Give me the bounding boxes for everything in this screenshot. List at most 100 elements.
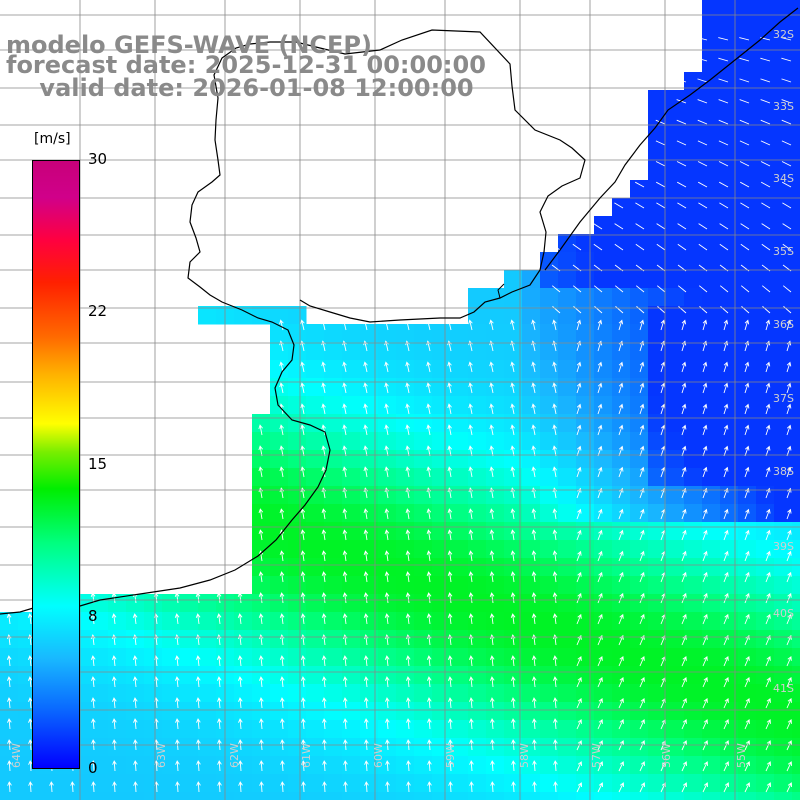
wind-arrow: [342, 445, 348, 457]
wind-speed-cell: [450, 576, 469, 595]
wind-speed-cell: [522, 774, 541, 793]
wind-speed-cell: [252, 540, 271, 559]
wind-arrow: [174, 676, 180, 688]
wind-speed-cell: [468, 432, 487, 451]
wind-speed-cell: [486, 666, 505, 685]
wind-speed-cell: [792, 450, 800, 469]
wind-speed-cell: [288, 684, 307, 703]
wind-speed-cell: [486, 702, 505, 721]
wind-speed-cell: [630, 540, 649, 559]
wind-speed-cell: [738, 288, 757, 307]
wind-speed-cell: [774, 432, 793, 451]
wind-arrow: [426, 466, 432, 478]
wind-arrow: [639, 613, 645, 625]
wind-arrow: [618, 719, 624, 730]
wind-speed-cell: [594, 612, 613, 631]
wind-speed-cell: [450, 594, 469, 613]
wind-arrow: [279, 319, 284, 331]
wind-arrow: [597, 445, 603, 457]
wind-speed-cell: [396, 684, 415, 703]
wind-speed-cell: [468, 576, 487, 595]
wind-speed-cell: [630, 756, 649, 775]
wind-arrow: [301, 760, 306, 772]
wind-arrow: [405, 403, 410, 415]
wind-speed-cell: [432, 342, 451, 361]
wind-speed-cell: [108, 720, 127, 739]
wind-arrow: [489, 424, 494, 436]
wind-arrow: [238, 781, 243, 793]
wind-arrow: [468, 361, 473, 373]
wind-arrow: [552, 382, 557, 394]
wind-arrow: [765, 740, 771, 751]
wind-speed-cell: [54, 792, 73, 800]
wind-arrow: [300, 424, 305, 436]
wind-speed-cell: [720, 216, 739, 235]
wind-arrow: [786, 719, 792, 730]
wind-speed-cell: [468, 558, 487, 577]
wind-speed-cell: [126, 684, 145, 703]
wind-speed-cell: [576, 486, 595, 505]
wind-speed-cell: [666, 720, 685, 739]
wind-speed-cell: [198, 684, 217, 703]
wind-speed-cell: [756, 90, 775, 109]
wind-speed-cell: [720, 342, 739, 361]
wind-speed-cell: [558, 288, 577, 307]
wind-speed-cell: [360, 342, 379, 361]
wind-arrow: [618, 319, 624, 331]
wind-arrow: [279, 676, 285, 688]
wind-speed-cell: [612, 432, 631, 451]
wind-arrow: [681, 719, 687, 730]
wind-arrow: [175, 718, 180, 730]
wind-speed-cell: [756, 486, 775, 505]
wind-speed-cell: [792, 756, 800, 775]
wind-arrow: [91, 781, 96, 793]
wind-speed-cell: [396, 378, 415, 397]
wind-speed-cell: [180, 702, 199, 721]
wind-arrow: [406, 781, 411, 793]
wind-speed-cell: [450, 720, 469, 739]
wind-arrow: [765, 592, 771, 604]
wind-arrow: [723, 740, 729, 751]
wind-arrow: [681, 550, 687, 562]
wind-speed-cell: [450, 558, 469, 577]
wind-arrow: [678, 306, 687, 314]
wind-arrow: [765, 424, 771, 436]
wind-speed-cell: [396, 774, 415, 793]
wind-speed-cell: [90, 702, 109, 721]
wind-arrow: [364, 760, 369, 772]
wind-speed-cell: [720, 684, 739, 703]
wind-arrow: [489, 319, 494, 331]
wind-speed-cell: [450, 414, 469, 433]
latitude-label: 37S: [773, 392, 794, 405]
wind-speed-cell: [324, 360, 343, 379]
wind-arrow: [614, 243, 624, 251]
wind-speed-cell: [774, 468, 793, 487]
longitude-label: 64W: [10, 743, 23, 768]
wind-arrow: [660, 361, 666, 373]
wind-speed-cell: [324, 414, 343, 433]
wind-arrow: [70, 781, 75, 793]
wind-arrow: [718, 99, 729, 104]
wind-arrow: [765, 382, 771, 394]
wind-speed-cell: [612, 450, 631, 469]
wind-arrow: [6, 613, 12, 625]
wind-speed-cell: [180, 612, 199, 631]
wind-speed-cell: [558, 522, 577, 541]
wind-arrow: [132, 676, 138, 688]
wind-speed-cell: [306, 558, 325, 577]
wind-arrow: [175, 697, 180, 709]
wind-speed-cell: [126, 738, 145, 757]
coastline-east: [544, 7, 799, 271]
wind-speed-cell: [648, 648, 667, 667]
wind-arrow: [719, 285, 729, 293]
wind-speed-cell: [774, 576, 793, 595]
wind-arrow: [702, 403, 708, 415]
wind-speed-cell: [396, 576, 415, 595]
wind-speed-cell: [792, 288, 800, 307]
wind-speed-cell: [414, 594, 433, 613]
wind-speed-cell: [720, 378, 739, 397]
wind-speed-cell: [594, 360, 613, 379]
wind-speed-cell: [360, 792, 379, 800]
wind-speed-cell: [756, 72, 775, 91]
wind-speed-cell: [252, 720, 271, 739]
